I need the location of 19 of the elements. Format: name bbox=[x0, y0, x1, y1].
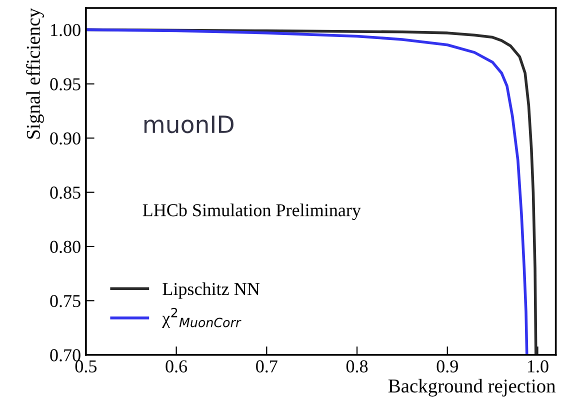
x-tick-label: 0.7 bbox=[256, 360, 278, 373]
legend-label: χ$^{2}$$_{MuonCorr}$ bbox=[162, 308, 242, 328]
x-tick-label: 0.9 bbox=[436, 360, 458, 373]
y-axis-title: Signal efficiency bbox=[26, 8, 44, 139]
y-tick-label: 0.95 bbox=[50, 78, 80, 90]
y-tick-label: 0.85 bbox=[50, 186, 80, 199]
y-tick-label: 0.75 bbox=[50, 294, 80, 308]
y-tick-label: 0.90 bbox=[50, 132, 80, 145]
y-tick-label: 0.70 bbox=[50, 349, 80, 362]
x-axis-title: Background rejection bbox=[388, 378, 556, 397]
y-tick-label: 1.00 bbox=[51, 24, 80, 36]
x-tick-label: 0.6 bbox=[166, 360, 188, 373]
legend-label: Lipschitz NN bbox=[162, 282, 260, 299]
x-tick-label: 0.5 bbox=[75, 360, 97, 373]
annotation: muonID bbox=[144, 116, 234, 134]
y-tick-label: 0.80 bbox=[50, 240, 80, 254]
x-tick-label: 0.8 bbox=[346, 360, 368, 373]
x-tick-label: 1.0 bbox=[528, 360, 548, 373]
annotation: LHCb Simulation Preliminary bbox=[142, 204, 361, 220]
